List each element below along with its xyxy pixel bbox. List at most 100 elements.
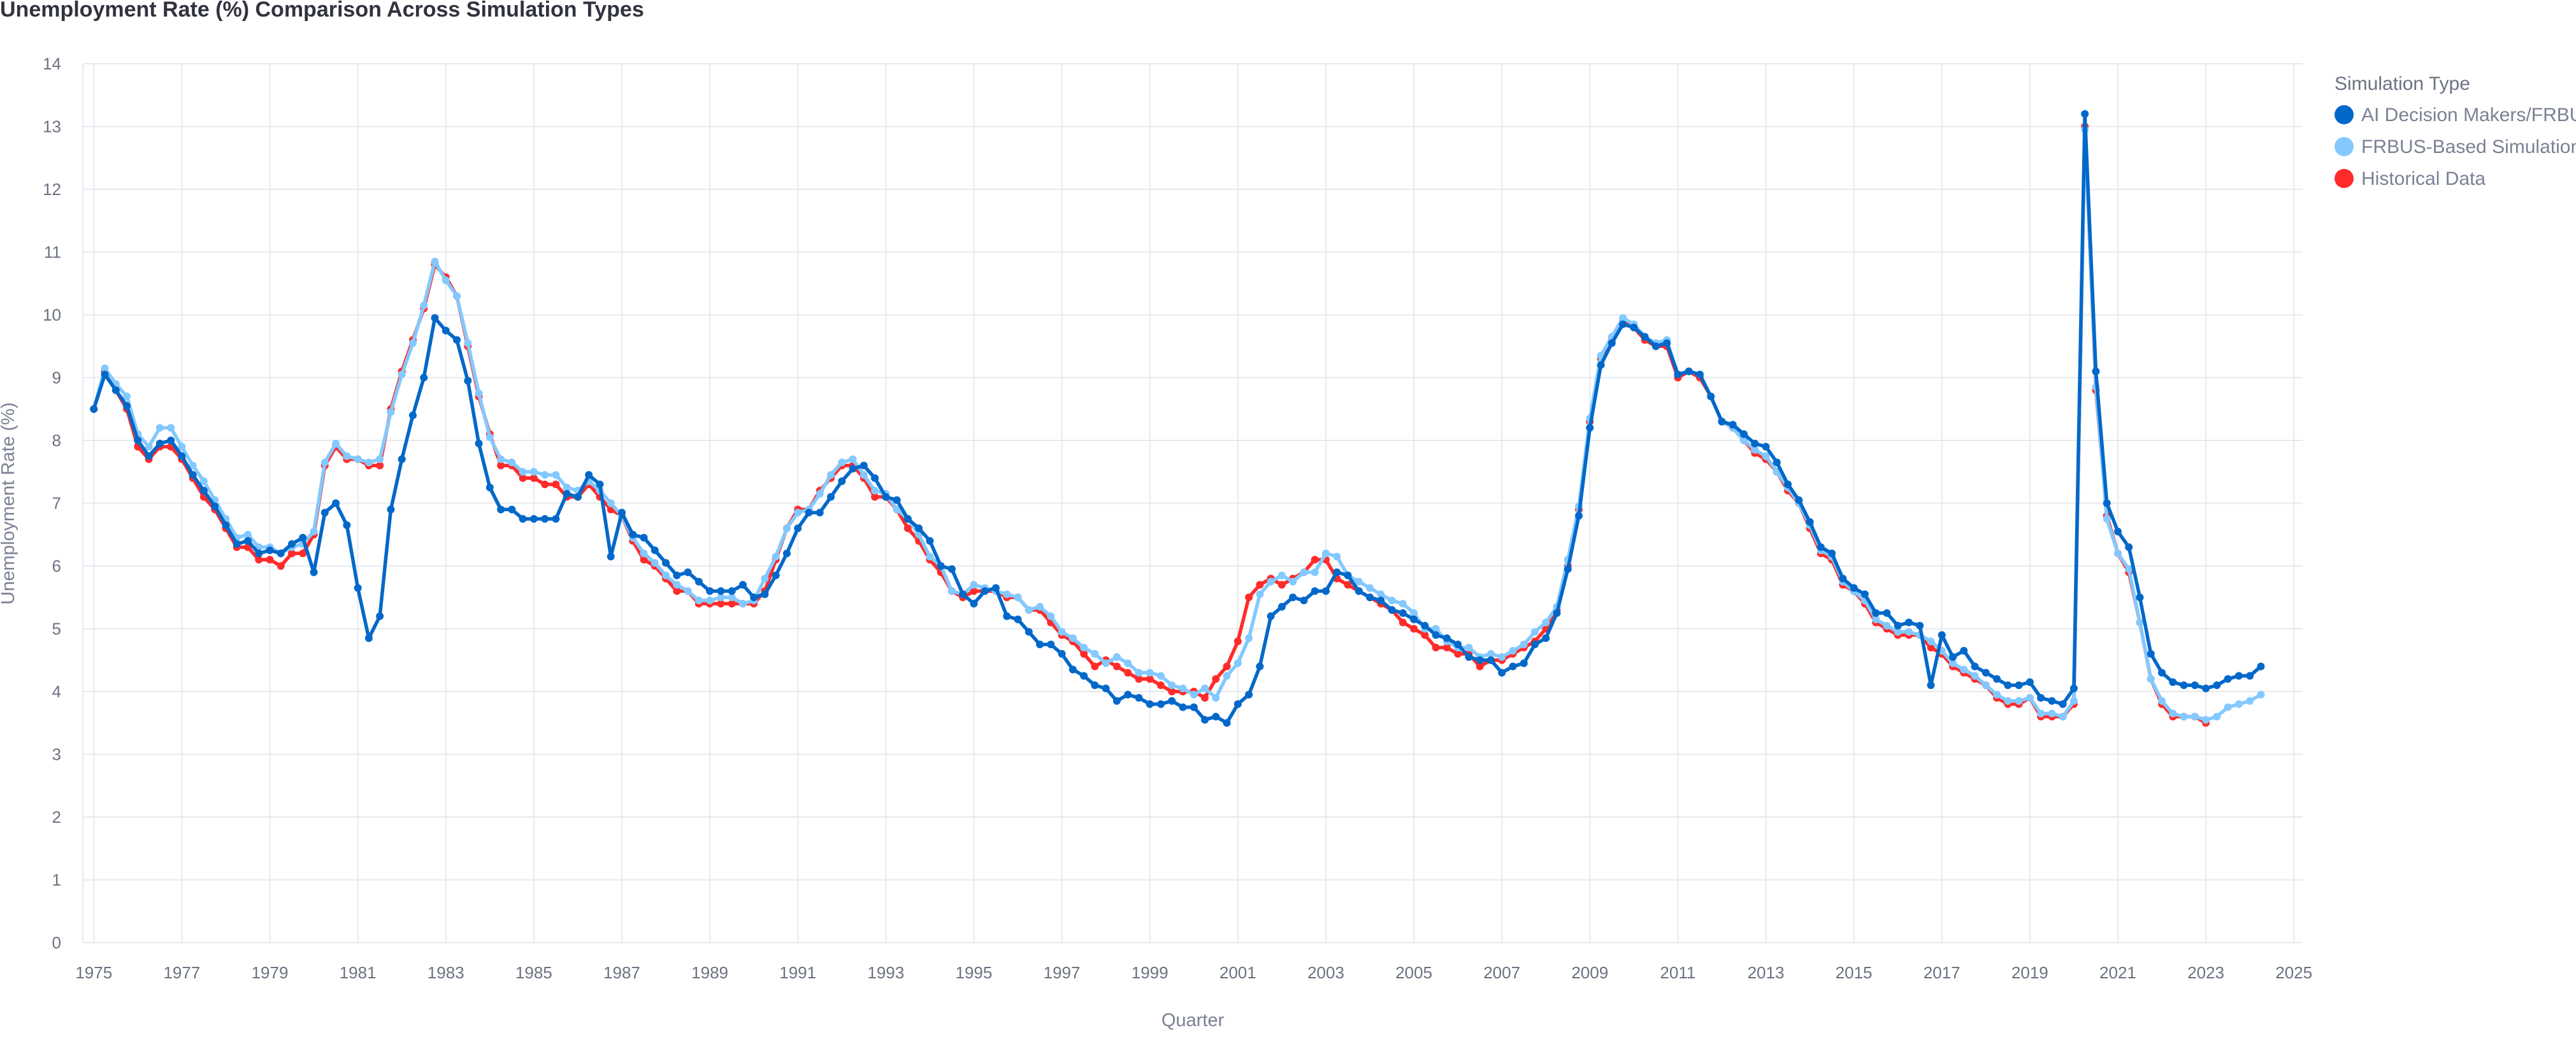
data-point [1245,690,1253,699]
y-tick-label: 12 [43,180,61,199]
data-point [266,556,274,564]
data-point [1256,581,1264,589]
data-point [1234,700,1242,708]
y-tick-label: 0 [52,933,61,952]
data-point [519,474,527,482]
data-point [1245,634,1253,642]
data-point [1156,700,1165,708]
data-point [1036,603,1044,611]
data-point [1200,693,1209,702]
data-point [1739,437,1748,444]
data-point [1190,703,1198,711]
data-point [1102,659,1110,667]
data-point [519,515,527,523]
x-tick-label: 2005 [1395,963,1432,982]
series-line [92,127,2263,722]
data-point [2059,700,2067,708]
data-point [1212,713,1220,721]
data-point [640,556,648,564]
data-point [1200,716,1209,724]
data-point [2113,549,2122,558]
data-point [1311,556,1319,564]
data-point [2136,593,2144,602]
y-tick-label: 1 [52,871,61,890]
data-point [826,471,835,479]
data-point [2004,697,2012,705]
data-point [684,587,692,595]
x-tick-label: 1995 [956,963,993,982]
data-point [1300,597,1308,605]
data-point [1894,621,1902,630]
data-point [794,524,802,532]
data-point [1333,568,1341,576]
data-point [1674,370,1682,379]
data-point [167,437,175,444]
data-point [1993,675,2001,683]
data-point [497,461,505,470]
data-point [1300,568,1308,576]
data-point [2147,675,2155,683]
data-point [1256,590,1264,598]
data-point [101,364,109,372]
data-point [178,452,186,460]
data-point [1597,361,1605,369]
data-point [1619,320,1627,328]
data-point [1058,649,1066,658]
data-point [871,486,879,495]
y-tick-label: 13 [43,117,61,136]
data-point [398,370,406,379]
data-point [552,480,560,488]
data-point [1135,669,1143,677]
data-point [1421,631,1429,639]
data-point [1289,593,1297,602]
data-point [1465,644,1473,652]
data-point [1498,669,1506,677]
data-point [2246,697,2254,705]
data-point [2213,713,2221,721]
data-point [442,326,450,335]
data-point [364,458,373,467]
data-point [155,424,164,432]
data-point [728,600,736,608]
data-point [1146,669,1154,677]
legend-swatch [2335,105,2354,124]
data-point [563,489,571,498]
data-point [453,336,461,344]
data-point [728,587,736,595]
data-point [1091,649,1099,658]
data-point [2180,681,2188,690]
data-point [738,600,747,608]
data-point [959,590,967,598]
data-point [1960,665,1968,674]
data-point [541,515,549,523]
data-point [585,471,593,479]
data-point [1410,609,1418,617]
data-point [860,471,868,479]
data-point [1388,605,1396,614]
data-point [1904,618,1913,627]
data-point [2136,618,2144,627]
data-point [1938,631,1946,639]
data-point [101,370,109,379]
data-point [299,533,307,542]
data-point [970,581,978,589]
data-point [1179,703,1187,711]
data-point [453,292,461,300]
data-point [2257,690,2265,699]
data-point [552,515,560,523]
data-point [1828,549,1836,558]
data-point [1277,571,1286,579]
data-point [1289,577,1297,586]
data-point [387,505,395,514]
data-point [607,499,615,507]
data-point [464,377,472,385]
data-point [1486,649,1495,658]
data-point [1333,553,1341,561]
data-point [1025,628,1033,636]
data-point [1277,603,1286,611]
data-point [1200,685,1209,693]
data-point [1432,644,1440,652]
data-point [2191,681,2199,690]
data-point [706,597,714,605]
